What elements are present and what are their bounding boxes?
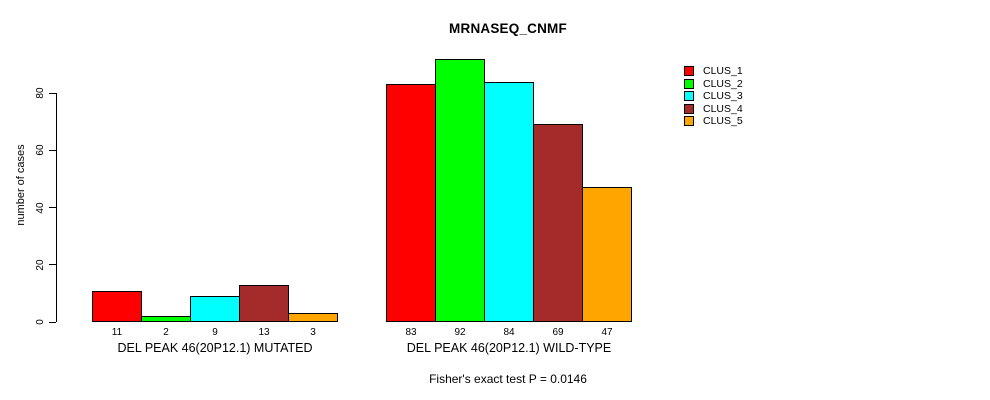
legend-item-clus_1: CLUS_1 — [684, 65, 743, 78]
legend-item-clus_2: CLUS_2 — [684, 78, 743, 91]
legend-item-clus_4: CLUS_4 — [684, 103, 743, 116]
y-tick-label: 0 — [35, 319, 46, 325]
y-tick-label: 20 — [35, 259, 46, 271]
y-axis-title: number of cases — [15, 144, 27, 226]
group-label: DEL PEAK 46(20P12.1) MUTATED — [117, 341, 313, 355]
bar-value-label: 92 — [454, 327, 466, 338]
bar-clus_4-group1 — [239, 285, 289, 322]
bar-clus_3-group2 — [484, 82, 534, 322]
bar-value-label: 83 — [405, 327, 417, 338]
y-tick — [49, 149, 56, 151]
legend-label: CLUS_2 — [703, 77, 743, 90]
legend-swatch-icon — [684, 66, 694, 77]
legend-swatch-icon — [684, 78, 694, 89]
bar-value-label: 11 — [111, 327, 123, 338]
y-tick — [49, 207, 56, 208]
bar-clus_3-group1 — [190, 296, 240, 322]
bar-value-label: 69 — [552, 327, 564, 338]
y-tick — [49, 92, 56, 94]
legend-swatch-icon — [684, 103, 694, 114]
legend-label: CLUS_1 — [703, 65, 743, 78]
bar-value-label: 3 — [310, 327, 316, 338]
bar-clus_5-group2 — [582, 187, 632, 322]
bar-clus_1-group1 — [92, 291, 142, 322]
legend-item-clus_3: CLUS_3 — [684, 90, 743, 103]
legend-label: CLUS_3 — [703, 90, 743, 103]
bar-value-label: 9 — [212, 327, 218, 338]
y-tick — [49, 321, 56, 323]
bar-value-label: 47 — [601, 327, 613, 338]
bar-value-label: 2 — [163, 327, 169, 338]
legend: CLUS_1 CLUS_2 CLUS_3 CLUS_4 CLUS_5 — [684, 65, 743, 128]
bar-clus_5-group1 — [288, 313, 338, 322]
bar-clus_2-group1 — [141, 316, 191, 322]
chart-title: MRNASEQ_CNMF — [449, 21, 567, 36]
legend-label: CLUS_4 — [703, 102, 743, 115]
y-tick-label: 80 — [35, 87, 46, 99]
bar-clus_4-group2 — [533, 124, 583, 322]
y-tick — [49, 264, 56, 266]
group-label: DEL PEAK 46(20P12.1) WILD-TYPE — [406, 341, 612, 355]
legend-swatch-icon — [684, 91, 694, 102]
bar-value-label: 13 — [258, 327, 270, 338]
legend-label: CLUS_5 — [703, 115, 743, 128]
bar-clus_1-group2 — [386, 84, 436, 322]
bar-clus_2-group2 — [435, 59, 485, 322]
y-axis-line — [56, 93, 57, 322]
y-tick-label: 60 — [35, 144, 46, 156]
legend-item-clus_5: CLUS_5 — [684, 115, 743, 128]
caption-fishers-test: Fisher's exact test P = 0.0146 — [429, 372, 587, 386]
bar-value-label: 84 — [503, 327, 515, 338]
legend-swatch-icon — [684, 116, 694, 127]
y-tick-label: 40 — [35, 201, 46, 214]
